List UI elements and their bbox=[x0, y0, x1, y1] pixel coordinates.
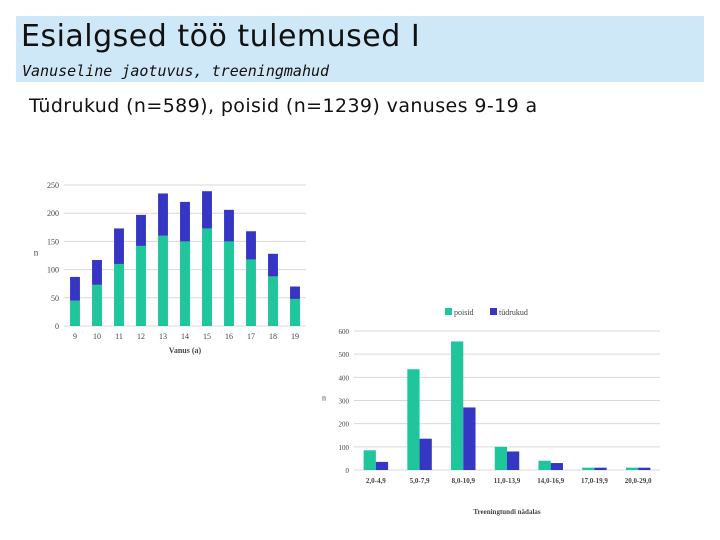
bar-tudrukud bbox=[290, 286, 300, 299]
x-axis-label: Treeningtundi nädalas bbox=[473, 508, 541, 516]
slide-subtitle: Vanuseline jaotuvus, treeningmahud bbox=[22, 62, 330, 80]
bar-poisid bbox=[114, 263, 124, 326]
bar-tudrukud bbox=[246, 231, 256, 260]
bar-tudrukud bbox=[70, 276, 80, 301]
x-tick-label: 14 bbox=[181, 332, 189, 341]
x-tick-label: 14,0-16,9 bbox=[537, 477, 564, 485]
bar-tudrukud bbox=[268, 253, 278, 277]
bar-tudrukud bbox=[202, 191, 212, 229]
y-tick-label: 500 bbox=[339, 351, 350, 359]
x-tick-label: 12 bbox=[137, 332, 145, 341]
x-tick-label: 10 bbox=[93, 332, 101, 341]
bar-poisid bbox=[363, 450, 376, 470]
x-tick-label: 5,0-7,9 bbox=[410, 477, 430, 485]
y-tick-label: 300 bbox=[339, 398, 350, 406]
title-band bbox=[16, 16, 704, 82]
y-tick-label: 50 bbox=[51, 294, 59, 303]
bar-tudrukud bbox=[419, 438, 432, 470]
y-tick-label: 200 bbox=[47, 209, 59, 218]
x-tick-label: 17 bbox=[247, 332, 255, 341]
y-tick-label: 100 bbox=[47, 266, 59, 275]
x-tick-label: 19 bbox=[291, 332, 299, 341]
bar-poisid bbox=[582, 467, 595, 470]
bar-tudrukud bbox=[224, 209, 234, 242]
bar-tudrukud bbox=[180, 201, 190, 242]
y-tick-label: 400 bbox=[339, 374, 350, 382]
x-tick-label: 13 bbox=[159, 332, 167, 341]
bar-poisid bbox=[538, 460, 551, 470]
y-tick-label: 600 bbox=[339, 328, 350, 336]
y-tick-label: 100 bbox=[339, 444, 350, 452]
training-hours-svg: 0 100 200 300 400 500 600 n Treeningtundi nädala… bbox=[322, 308, 660, 516]
bar-poisid bbox=[70, 300, 80, 326]
x-tick-label: 11 bbox=[115, 332, 123, 341]
bar-tudrukud bbox=[375, 461, 389, 470]
legend-label-tudrukud: tüdrukud bbox=[499, 308, 528, 317]
y-tick-label: 150 bbox=[47, 237, 59, 246]
y-tick-label: 250 bbox=[47, 181, 59, 190]
y-axis-label: n bbox=[34, 248, 39, 258]
training-hours-chart: 0 100 200 300 400 500 600 n Treeningtundi nädala… bbox=[318, 300, 668, 522]
x-tick-label: 16 bbox=[225, 332, 233, 341]
x-tick-label: 20,0-29,0 bbox=[625, 477, 652, 485]
x-tick-label: 15 bbox=[203, 332, 211, 341]
age-distribution-svg: 0 50 100 150 200 250 n Vanus (a) 9 10 11 12 13 14 15 16… bbox=[34, 181, 306, 355]
bar-tudrukud bbox=[550, 463, 563, 470]
bar-poisid bbox=[202, 228, 212, 326]
y-tick-label: 0 bbox=[346, 467, 350, 475]
legend-swatch-poisid bbox=[445, 308, 452, 315]
bar-poisid bbox=[180, 241, 190, 326]
x-tick-label: 17,0-19,9 bbox=[581, 477, 608, 485]
bar-tudrukud bbox=[92, 260, 102, 285]
x-axis-label: Vanus (a) bbox=[169, 346, 202, 355]
y-tick-label: 200 bbox=[339, 421, 350, 429]
body-text: Tüdrukud (n=589), poisid (n=1239) vanuse… bbox=[29, 95, 538, 117]
bar-poisid bbox=[136, 245, 146, 326]
bar-poisid bbox=[494, 446, 507, 470]
x-tick-label: 18 bbox=[269, 332, 277, 341]
bar-poisid bbox=[268, 276, 278, 326]
bar-poisid bbox=[290, 298, 300, 326]
y-tick-label: 0 bbox=[55, 322, 59, 331]
legend-label-poisid: poisid bbox=[454, 308, 474, 317]
bar-tudrukud bbox=[594, 467, 607, 470]
legend-swatch-tudrukud bbox=[490, 308, 497, 315]
x-tick-label: 2,0-4,9 bbox=[366, 477, 386, 485]
x-tick-label: 11,0-13,9 bbox=[494, 477, 521, 485]
bar-poisid bbox=[92, 284, 102, 326]
bar-poisid bbox=[246, 259, 256, 326]
bar-poisid bbox=[625, 467, 639, 470]
slide-title: Esialgsed töö tulemused I bbox=[21, 19, 421, 54]
bar-tudrukud bbox=[158, 193, 168, 236]
bar-tudrukud bbox=[507, 451, 520, 470]
bar-poisid bbox=[407, 369, 420, 470]
bar-poisid bbox=[224, 241, 234, 326]
x-tick-label: 8,0-10,9 bbox=[452, 477, 476, 485]
bar-poisid bbox=[451, 341, 464, 470]
bar-tudrukud bbox=[136, 214, 146, 246]
bar-tudrukud bbox=[463, 407, 476, 470]
bar-tudrukud bbox=[638, 467, 651, 470]
y-axis-label: n bbox=[322, 394, 326, 403]
bar-poisid bbox=[158, 235, 168, 326]
x-tick-label: 9 bbox=[73, 332, 77, 341]
age-distribution-chart: 0 50 100 150 200 250 n Vanus (a) 9 10 11 12 13 14 15 16… bbox=[30, 175, 312, 360]
bar-tudrukud bbox=[114, 228, 124, 264]
